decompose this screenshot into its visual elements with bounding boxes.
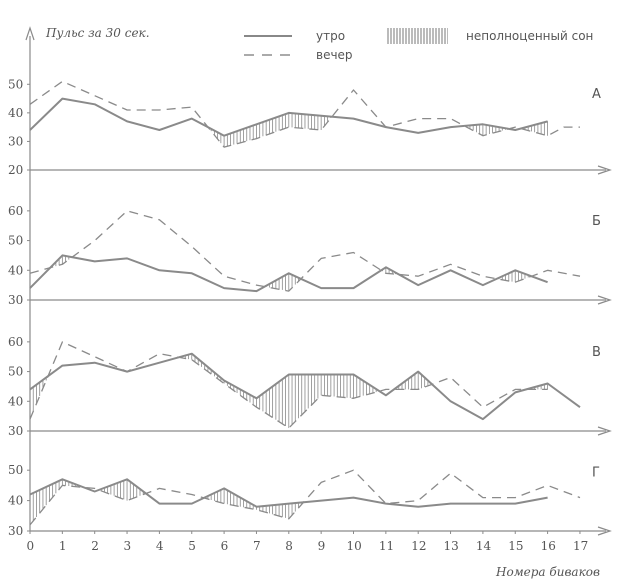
panel-label: Г bbox=[592, 465, 600, 480]
x-tick-label: 13 bbox=[444, 539, 459, 553]
y-tick-label: 30 bbox=[8, 134, 23, 148]
series-morning-line bbox=[29, 97, 548, 137]
y-tick-label: 50 bbox=[8, 365, 23, 379]
x-tick-label: 2 bbox=[91, 539, 99, 553]
y-axis-arrow bbox=[25, 26, 35, 41]
hatch-area bbox=[210, 112, 548, 148]
y-tick-label: 40 bbox=[8, 494, 23, 508]
legend-hatch-swatch bbox=[386, 28, 448, 44]
x-tick-label: 10 bbox=[347, 539, 362, 553]
y-tick-label: 40 bbox=[8, 394, 23, 408]
y-tick-label: 30 bbox=[8, 293, 23, 307]
panel-label: Б bbox=[592, 214, 601, 229]
panel-label: В bbox=[592, 345, 601, 360]
x-tick-label: 11 bbox=[379, 539, 394, 553]
x-tick-label: 15 bbox=[508, 539, 523, 553]
series-evening-line bbox=[29, 80, 580, 148]
y-tick-label: 50 bbox=[8, 234, 23, 248]
panel-x-axis-arrow bbox=[597, 426, 612, 436]
panel-0: 20 30 40 50 А bbox=[8, 77, 612, 177]
series-morning-line bbox=[29, 478, 548, 508]
x-tick-label: 8 bbox=[285, 539, 293, 553]
hatch-area bbox=[29, 479, 303, 525]
x-tick-label: 3 bbox=[124, 539, 132, 553]
y-tick-label: 20 bbox=[8, 163, 23, 177]
x-tick-label: 14 bbox=[476, 539, 492, 553]
y-tick-label: 60 bbox=[8, 335, 23, 349]
panel-2: 30 40 50 60 В bbox=[8, 335, 612, 438]
x-tick-label: 7 bbox=[253, 539, 261, 553]
y-tick-label: 30 bbox=[8, 524, 23, 538]
legend-evening-label: вечер bbox=[316, 48, 353, 62]
x-tick-label: 4 bbox=[156, 539, 164, 553]
series-morning-line bbox=[29, 352, 581, 421]
x-tick-label: 16 bbox=[541, 539, 556, 553]
x-tick-label: 9 bbox=[318, 539, 326, 553]
x-tick-label: 6 bbox=[221, 539, 229, 553]
series-evening-line bbox=[29, 210, 581, 292]
x-tick-label: 17 bbox=[573, 539, 588, 553]
x-axis-ticks: 0 1 2 3 4 5 6 7 8 9 10 11 12 13 14 15 16 17 bbox=[27, 531, 588, 553]
legend: утро вечер неполноценный сон bbox=[244, 28, 593, 62]
x-tick-label: 5 bbox=[188, 539, 196, 553]
panel-3: 30 40 50 Г bbox=[8, 463, 612, 538]
series-morning-line bbox=[29, 254, 548, 293]
y-tick-label: 40 bbox=[8, 263, 23, 277]
legend-morning-label: утро bbox=[316, 29, 345, 43]
y-axis-label: Пульс за 30 сек. bbox=[45, 26, 150, 40]
panel-x-axis-arrow bbox=[597, 165, 612, 175]
y-tick-label: 50 bbox=[8, 463, 23, 477]
x-axis-label: Номера биваков bbox=[495, 565, 600, 579]
x-tick-label: 0 bbox=[27, 539, 35, 553]
x-tick-label: 12 bbox=[411, 539, 426, 553]
panel-label: А bbox=[592, 87, 601, 102]
y-tick-label: 30 bbox=[8, 424, 23, 438]
series-evening-line bbox=[29, 341, 548, 429]
panel-x-axis-arrow bbox=[597, 295, 612, 305]
legend-hatch-label: неполноценный сон bbox=[466, 29, 593, 43]
panel-1: 30 40 50 60 Б bbox=[8, 204, 612, 307]
hatch-area bbox=[29, 353, 548, 429]
series-evening-line bbox=[29, 469, 581, 526]
y-tick-label: 60 bbox=[8, 204, 23, 218]
x-tick-label: 1 bbox=[59, 539, 67, 553]
y-tick-label: 50 bbox=[8, 77, 23, 91]
panel-x-axis-arrow bbox=[597, 526, 612, 536]
panels: 20 30 40 50 А 30 40 50 60 Б 30 40 50 60 В 30 40 50 Г bbox=[8, 26, 612, 538]
y-tick-label: 40 bbox=[8, 106, 23, 120]
